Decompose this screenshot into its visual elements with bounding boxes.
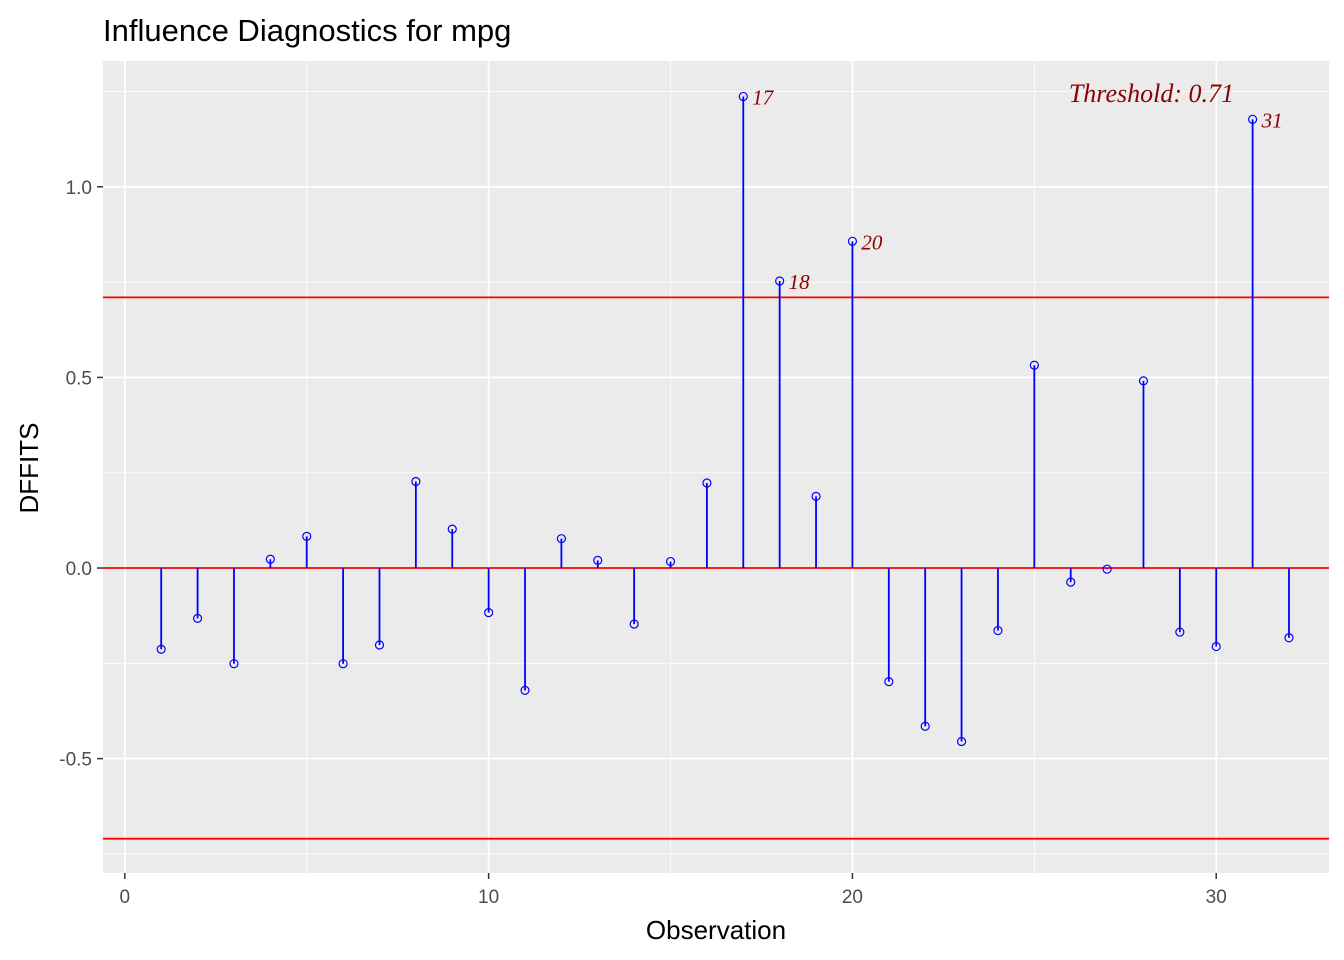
data-point xyxy=(1175,627,1185,637)
y-tick-label: 0.0 xyxy=(66,559,92,580)
y-tick-label: -0.5 xyxy=(59,750,92,771)
data-point xyxy=(1029,360,1039,370)
data-point xyxy=(1284,633,1294,643)
data-point xyxy=(265,554,275,564)
points xyxy=(156,91,1294,747)
data-point xyxy=(1066,577,1076,587)
data-point xyxy=(702,478,712,488)
x-axis-title: Observation xyxy=(646,915,786,945)
data-point xyxy=(811,491,821,501)
chart-title: Influence Diagnostics for mpg xyxy=(103,13,511,48)
y-axis-title: DFFITS xyxy=(14,423,44,514)
x-axis: 0 10 20 30 xyxy=(120,873,1227,908)
y-tick-label: 0.5 xyxy=(66,368,92,389)
point-label: 20 xyxy=(861,230,883,254)
y-tick-label: 1.0 xyxy=(66,178,92,199)
data-point xyxy=(884,677,894,687)
data-point xyxy=(338,659,348,669)
stems xyxy=(160,96,1290,742)
data-point xyxy=(847,236,858,246)
point-labels: 17 18 20 31 xyxy=(752,85,1282,294)
data-point xyxy=(156,644,166,654)
data-point xyxy=(229,659,239,669)
threshold-label: Threshold: 0.71 xyxy=(1069,79,1234,108)
x-tick-label: 10 xyxy=(478,887,499,908)
data-point xyxy=(1102,564,1112,574)
data-point xyxy=(1211,641,1221,652)
data-point xyxy=(665,556,676,567)
point-label: 17 xyxy=(752,85,775,109)
grid-minor xyxy=(103,61,1329,873)
data-point xyxy=(484,608,494,618)
data-point xyxy=(1138,376,1149,386)
data-point xyxy=(374,640,385,650)
data-point xyxy=(629,619,639,629)
y-axis: -0.5 0.0 0.5 1.0 xyxy=(59,178,103,771)
data-point xyxy=(738,91,748,102)
data-point xyxy=(920,721,930,731)
data-point xyxy=(593,555,603,565)
point-label: 18 xyxy=(789,270,811,294)
data-point xyxy=(411,476,421,487)
data-point xyxy=(520,685,530,695)
x-tick-label: 0 xyxy=(120,887,131,908)
data-point xyxy=(1248,114,1258,124)
data-point xyxy=(302,531,312,541)
x-tick-label: 20 xyxy=(842,887,863,908)
data-point xyxy=(993,625,1003,636)
data-point xyxy=(447,524,457,534)
x-tick-label: 30 xyxy=(1206,887,1227,908)
plot-panel xyxy=(103,61,1329,873)
data-point xyxy=(775,276,785,286)
data-point xyxy=(556,534,566,544)
data-point xyxy=(956,736,967,747)
point-label: 31 xyxy=(1261,108,1283,132)
data-point xyxy=(192,613,203,623)
